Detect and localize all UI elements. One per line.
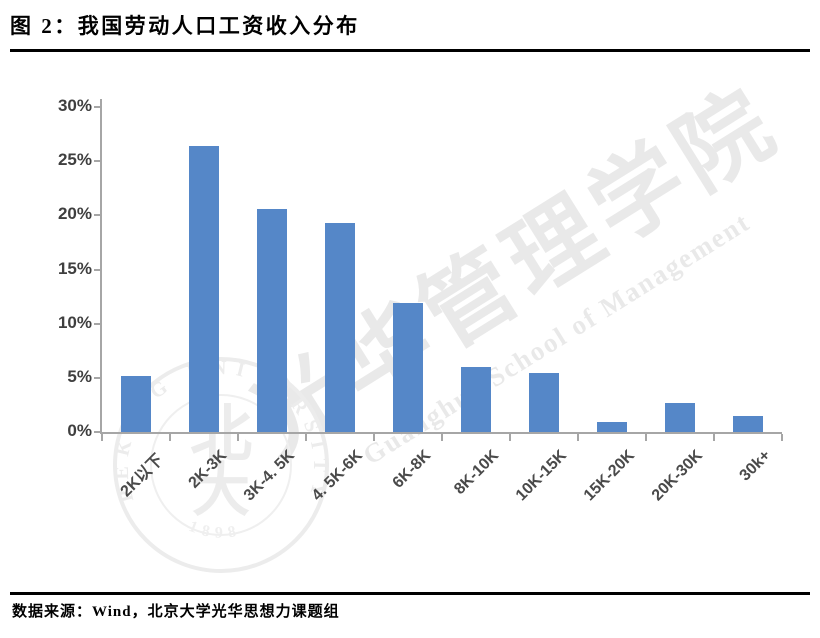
bar-2K以下	[121, 376, 151, 432]
y-tick-mark	[94, 268, 101, 271]
bar-8K-10K	[461, 367, 491, 432]
bar-10K-15K	[529, 373, 559, 432]
x-tick-mark	[373, 434, 375, 441]
y-tick-label: 30%	[57, 96, 92, 115]
x-tick-mark	[713, 434, 715, 441]
y-tick-mark	[94, 106, 101, 108]
x-tick-label: 2K以下	[117, 451, 167, 501]
y-axis-line	[100, 99, 102, 434]
bar-3K-4. 5K	[257, 209, 287, 432]
x-tick-label: 30k+	[736, 447, 775, 485]
x-tick-mark	[441, 434, 443, 441]
bar-20K-30K	[665, 403, 695, 432]
y-tick-mark	[94, 160, 101, 163]
x-tick-mark	[237, 434, 239, 441]
bar-30k+	[733, 416, 763, 432]
figure-title: 图 2：我国劳动人口工资收入分布	[10, 14, 360, 38]
bar-2K-3K	[189, 146, 219, 432]
bar-4. 5K-6K	[325, 223, 355, 432]
data-source-note: 数据来源：Wind，北京大学光华思想力课题组	[12, 604, 340, 620]
x-tick-mark	[645, 434, 647, 441]
x-tick-label: 6K-8K	[389, 447, 435, 492]
y-tick-mark	[94, 214, 101, 217]
x-tick-mark	[101, 434, 103, 441]
y-tick-label: 20%	[57, 204, 92, 224]
x-tick-mark	[305, 434, 307, 441]
x-tick-label: 20K-30K	[648, 447, 707, 505]
title-divider-line	[10, 49, 810, 52]
x-tick-label: 15K-20K	[580, 447, 639, 505]
x-tick-mark	[509, 434, 511, 441]
y-tick-label: 15%	[57, 258, 92, 278]
source-divider-line	[10, 592, 810, 595]
x-tick-mark	[781, 434, 783, 441]
x-tick-label: 2K-3K	[185, 447, 231, 492]
y-tick-label: 10%	[57, 312, 92, 332]
x-axis-line	[100, 432, 782, 434]
y-tick-mark	[94, 376, 101, 379]
bar-15K-20K	[597, 422, 627, 432]
x-tick-label: 10K-15K	[512, 447, 571, 505]
x-tick-label: 8K-10K	[451, 447, 503, 499]
y-tick-label: 5%	[67, 366, 92, 386]
x-tick-mark	[577, 434, 579, 441]
bar-6K-8K	[393, 303, 423, 432]
y-tick-mark	[94, 322, 101, 325]
y-tick-label: 0%	[67, 421, 92, 440]
x-tick-label: 3K-4. 5K	[240, 447, 299, 505]
x-tick-mark	[169, 434, 171, 441]
y-tick-mark	[94, 431, 101, 433]
x-tick-label: 4. 5K-6K	[308, 447, 367, 505]
y-tick-label: 25%	[57, 150, 92, 170]
